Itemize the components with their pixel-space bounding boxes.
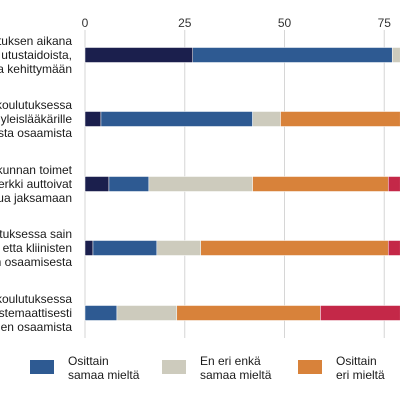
bar-segment bbox=[84, 240, 94, 256]
category-label: n osaamisesta bbox=[0, 255, 72, 269]
bar-segment bbox=[200, 240, 389, 256]
bar-segment bbox=[176, 305, 321, 321]
x-tick-label: 0 bbox=[82, 16, 89, 30]
bars bbox=[84, 47, 400, 321]
bar-segment bbox=[148, 176, 253, 192]
legend-label-line: samaa mieltä bbox=[68, 368, 140, 382]
legend-label: Osittain eri mieltä bbox=[336, 354, 400, 382]
bar-segment bbox=[84, 176, 110, 192]
legend-label-line: Osittain bbox=[68, 354, 109, 368]
category-label: koulutuksessa bbox=[0, 98, 72, 112]
bar-segment bbox=[387, 176, 400, 192]
legend-item-osittain-eri: Osittain eri mieltä bbox=[298, 354, 400, 382]
legend-label: En eri enkä samaa mieltä bbox=[200, 354, 280, 382]
category-label: koulutuksessa bbox=[0, 292, 72, 306]
x-tick-label: 50 bbox=[278, 16, 292, 30]
x-tick-label: 75 bbox=[378, 16, 392, 30]
category-label: ua jaksamaan bbox=[0, 191, 72, 205]
bar-segment bbox=[100, 111, 253, 127]
bar-segment bbox=[108, 176, 150, 192]
bar-segment bbox=[387, 240, 400, 256]
category-label: erkki auttoivat bbox=[0, 177, 73, 191]
legend-swatch bbox=[298, 360, 322, 374]
legend-label-line: eri mieltä bbox=[336, 368, 385, 382]
bar-segment bbox=[280, 111, 400, 127]
bar-segment bbox=[84, 305, 118, 321]
category-label: yleislääkärille bbox=[1, 112, 73, 126]
bar-segment bbox=[391, 47, 400, 63]
bar-segment bbox=[192, 47, 393, 63]
category-label: stemaattisesti bbox=[0, 306, 72, 320]
bar-segment bbox=[84, 111, 102, 127]
legend-swatch bbox=[162, 360, 186, 374]
legend-item-osittain-samaa: Osittain samaa mieltä bbox=[30, 354, 148, 382]
bar-segment bbox=[252, 111, 281, 127]
category-label: sta osaamista bbox=[0, 126, 72, 140]
category-label: etta kliinisten bbox=[3, 241, 72, 255]
legend: Osittain samaa mieltä En eri enkä samaa … bbox=[0, 354, 400, 400]
legend-item-en-eri-enka: En eri enkä samaa mieltä bbox=[162, 354, 280, 382]
bar-segment bbox=[116, 305, 178, 321]
bar-segment bbox=[320, 305, 400, 321]
bar-segment bbox=[156, 240, 201, 256]
x-axis-ticks: 0 25 50 75 bbox=[82, 16, 392, 30]
bar-segment bbox=[84, 47, 193, 63]
legend-label: Osittain samaa mieltä bbox=[68, 354, 148, 382]
bar-segment bbox=[92, 240, 158, 256]
legend-label-line: Osittain bbox=[336, 354, 377, 368]
legend-label-line: samaa mieltä bbox=[200, 368, 272, 382]
category-label: utuksessa sain bbox=[0, 227, 72, 241]
category-label: utustaidoista, bbox=[1, 48, 72, 62]
legend-swatch bbox=[30, 360, 54, 374]
category-label: kunnan toimet bbox=[0, 163, 73, 177]
category-label: jen osaamista bbox=[0, 320, 72, 334]
category-label: utuksen aikana bbox=[0, 34, 72, 48]
bar-segment bbox=[252, 176, 389, 192]
x-tick-label: 25 bbox=[178, 16, 192, 30]
legend-label-line: En eri enkä bbox=[200, 354, 261, 368]
category-label: a kehittymään bbox=[0, 62, 72, 76]
